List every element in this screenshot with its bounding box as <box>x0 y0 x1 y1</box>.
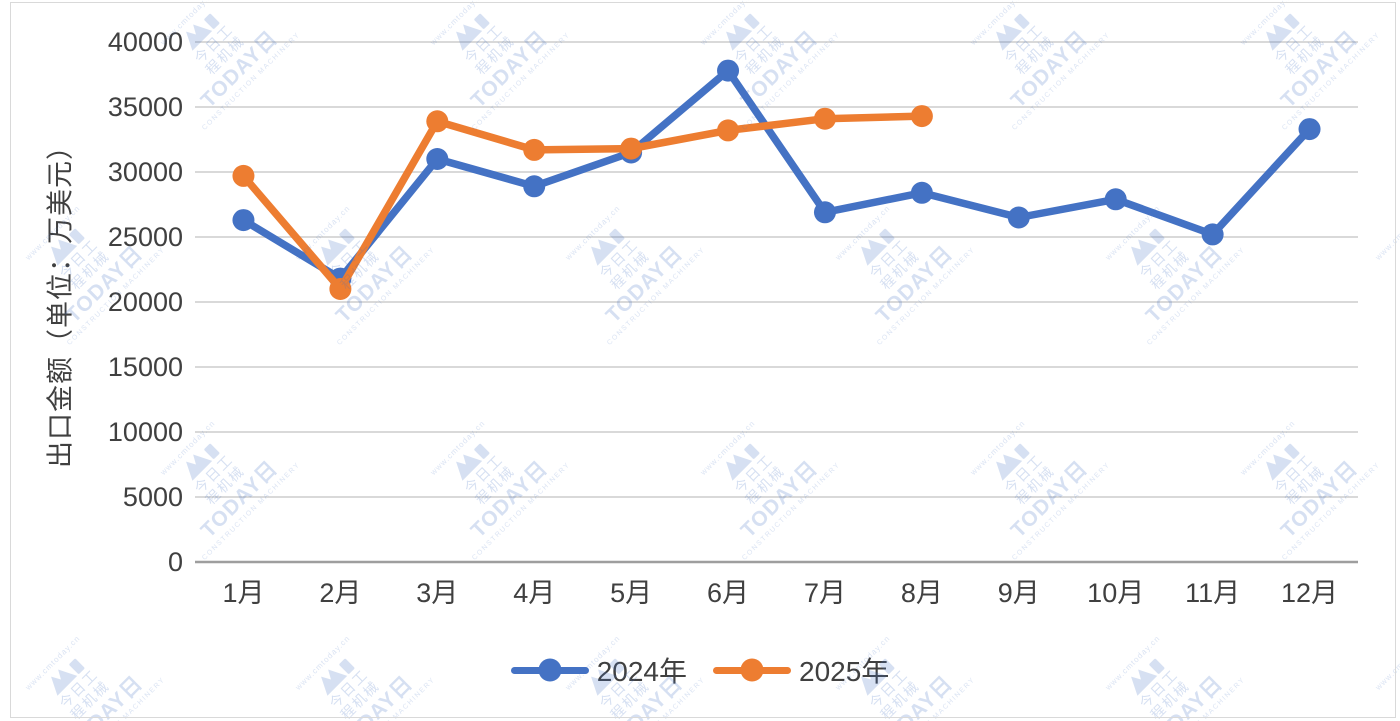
legend-item-2024: 2024年 <box>510 650 687 690</box>
x-tick-label: 5月 <box>610 578 652 608</box>
point-2024年-11月 <box>1201 223 1224 246</box>
y-tick-label: 20000 <box>108 287 183 317</box>
point-2024年-8月 <box>910 181 933 204</box>
point-2024年-9月 <box>1007 206 1030 229</box>
x-tick-label: 3月 <box>416 578 458 608</box>
point-2025年-2月 <box>329 278 352 300</box>
legend-dot-2024-icon <box>538 658 562 682</box>
point-2024年-3月 <box>426 148 449 170</box>
y-tick-label: 0 <box>168 547 183 577</box>
series-line-2025年 <box>239 112 926 293</box>
y-axis-title: 出口金额（单位：万美元） <box>45 132 76 468</box>
point-2025年-1月 <box>232 164 255 187</box>
point-2025年-3月 <box>426 110 449 133</box>
point-2025年-5月 <box>620 137 643 160</box>
y-tick-label: 30000 <box>108 157 183 187</box>
point-2024年-6月 <box>717 59 740 82</box>
legend-dot-2025-icon <box>740 658 764 682</box>
series-line-2024年 <box>239 66 1314 283</box>
point-2025年-6月 <box>717 119 740 142</box>
point-2025年-7月 <box>813 107 836 130</box>
point-2024年-10月 <box>1104 188 1127 211</box>
legend-marker-2024-icon <box>510 658 589 682</box>
x-tick-label: 2月 <box>319 578 361 608</box>
legend-label-2025: 2025年 <box>799 656 890 687</box>
legend-marker-2025-icon <box>713 658 791 682</box>
x-tick-label: 9月 <box>998 578 1040 608</box>
y-tick-label: 10000 <box>108 417 183 447</box>
x-tick-label: 11月 <box>1185 578 1240 608</box>
point-2024年-4月 <box>523 175 546 198</box>
point-2024年-1月 <box>232 209 255 232</box>
x-tick-label: 10月 <box>1087 578 1144 608</box>
x-tick-label: 12月 <box>1281 578 1338 608</box>
y-tick-label: 40000 <box>108 27 183 57</box>
y-tick-label: 5000 <box>123 482 183 512</box>
x-tick-label: 8月 <box>901 578 943 608</box>
y-tick-label: 25000 <box>108 222 183 252</box>
x-tick-label: 4月 <box>513 578 555 608</box>
legend: 2024年 2025年 <box>0 648 1400 692</box>
legend-label-2024: 2024年 <box>596 656 687 687</box>
point-2024年-12月 <box>1298 118 1321 141</box>
y-tick-label: 35000 <box>108 92 183 122</box>
y-tick-label: 15000 <box>108 352 183 382</box>
legend-item-2025: 2025年 <box>713 650 889 690</box>
point-2025年-4月 <box>523 138 546 161</box>
x-tick-label: 1月 <box>222 578 264 608</box>
point-2025年-8月 <box>910 105 933 128</box>
x-tick-label: 7月 <box>804 578 846 608</box>
x-tick-label: 6月 <box>707 578 749 608</box>
point-2024年-7月 <box>813 201 836 224</box>
